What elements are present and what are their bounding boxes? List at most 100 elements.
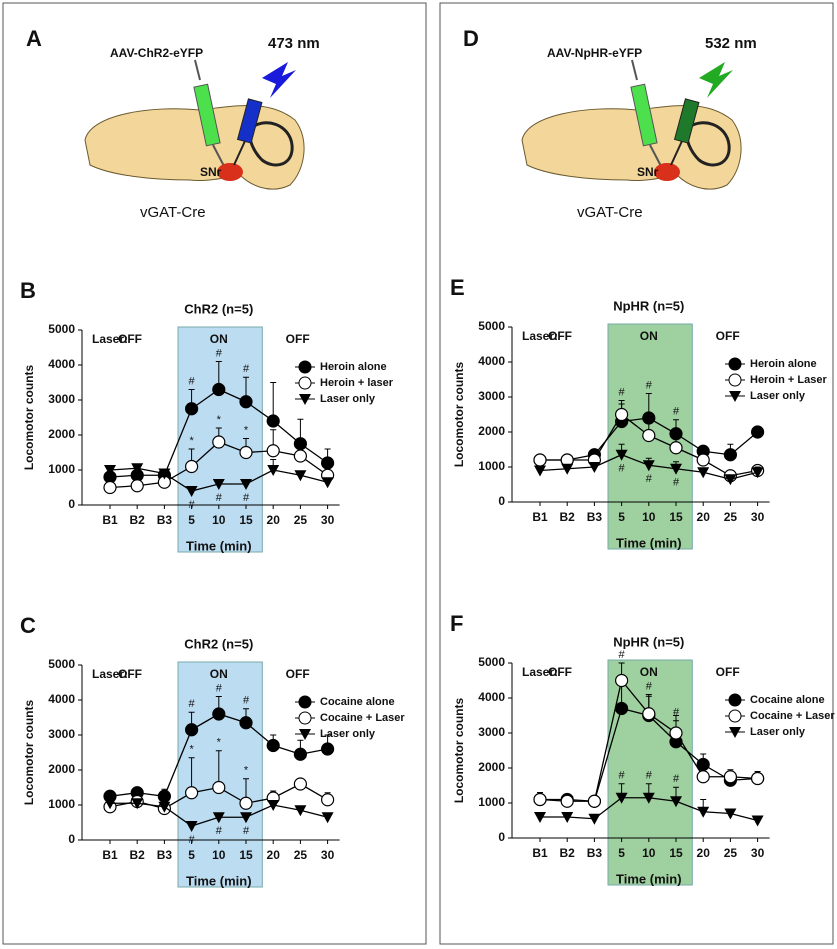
significance-mark: * — [189, 744, 194, 756]
point — [267, 800, 280, 811]
point — [103, 480, 117, 495]
point — [185, 402, 199, 416]
schematic: A AAV-ChR2-eYFP 473 nm SNr vGAT-Cre — [26, 26, 320, 221]
point — [751, 815, 764, 827]
significance-mark: # — [619, 770, 626, 782]
legend-label: Laser only — [320, 393, 376, 405]
x-tick-label: 25 — [294, 848, 308, 862]
point — [615, 407, 629, 422]
y-tick-label: 5000 — [478, 319, 505, 333]
chart-title: ChR2 (n=5) — [184, 636, 253, 651]
point — [615, 792, 628, 804]
laser-annotation: OFF — [286, 332, 310, 346]
point — [293, 777, 307, 791]
x-tick-label: B1 — [102, 513, 118, 527]
point — [642, 460, 655, 472]
point — [158, 468, 171, 480]
x-tick-label: 25 — [294, 513, 308, 527]
legend-marker — [728, 373, 742, 387]
point — [696, 453, 710, 467]
point — [534, 465, 546, 477]
significance-mark: # — [646, 473, 653, 485]
laser-annotation: Laser: — [92, 332, 128, 346]
point — [131, 798, 144, 810]
y-tick-label: 0 — [68, 832, 75, 846]
point — [751, 467, 764, 479]
laser-annotation: Laser: — [522, 665, 558, 679]
x-axis-label: Time (min) — [616, 871, 682, 886]
point — [185, 821, 198, 832]
y-tick-label: 4000 — [478, 690, 505, 704]
point — [321, 477, 334, 489]
y-tick-label: 5000 — [48, 322, 75, 336]
wavelength-label: 473 nm — [268, 35, 320, 52]
x-tick-label: 10 — [212, 513, 226, 527]
cerebellum — [683, 121, 731, 167]
significance-mark: # — [673, 773, 680, 785]
point — [321, 793, 335, 807]
point — [266, 738, 280, 753]
y-tick-label: 2000 — [478, 760, 505, 774]
point — [104, 465, 116, 476]
significance-mark: * — [244, 424, 249, 436]
y-tick-label: 4000 — [478, 354, 505, 368]
significance-mark: # — [189, 834, 196, 846]
legend-marker — [728, 693, 742, 707]
legend-label: Cocaine + Laser — [320, 712, 405, 724]
y-tick-label: 1000 — [478, 795, 505, 809]
point — [104, 798, 116, 810]
point — [240, 812, 252, 824]
syringe — [630, 83, 658, 147]
legend-label: Heroin alone — [750, 358, 817, 370]
x-tick-label: B3 — [157, 848, 173, 862]
point — [670, 796, 682, 808]
right-frame — [439, 2, 834, 945]
laser-annotation: OFF — [548, 665, 572, 679]
point — [697, 467, 710, 479]
x-tick-label: 15 — [669, 846, 683, 860]
point — [588, 813, 601, 825]
laser-annotation: OFF — [716, 329, 740, 343]
vector-label: AAV-ChR2-eYFP — [110, 46, 203, 60]
x-tick-label: 30 — [751, 846, 765, 860]
mouse-label: vGAT-Cre — [140, 204, 206, 221]
point — [294, 470, 307, 482]
significance-mark: # — [243, 492, 250, 504]
point — [723, 770, 737, 784]
significance-mark: * — [217, 414, 222, 426]
point — [587, 794, 601, 808]
point — [131, 463, 144, 475]
legend-marker — [728, 357, 742, 371]
point — [212, 382, 226, 397]
chart: B ChR2 (n=5) Locomotor counts Time (min) Las… — [20, 278, 394, 554]
chart-title: NpHR (n=5) — [613, 634, 684, 649]
point — [185, 486, 198, 497]
significance-mark: * — [189, 435, 194, 447]
legend-label: Laser only — [320, 728, 376, 740]
y-tick-label: 1000 — [48, 462, 75, 476]
x-tick-label: 5 — [618, 846, 625, 860]
x-tick-label: 10 — [642, 510, 656, 524]
y-tick-label: 3000 — [48, 727, 75, 741]
needle — [649, 144, 663, 169]
point — [751, 425, 765, 439]
x-tick-label: B2 — [130, 513, 146, 527]
legend-marker — [298, 360, 312, 374]
significance-mark: # — [619, 649, 626, 661]
point — [239, 395, 253, 409]
snr — [217, 163, 243, 181]
point — [293, 747, 307, 761]
x-tick-label: 15 — [669, 510, 683, 524]
laser-bolt — [262, 62, 296, 98]
x-tick-label: B1 — [532, 846, 548, 860]
panel-label: A — [26, 26, 42, 51]
point — [212, 780, 226, 795]
point — [615, 701, 629, 716]
significance-mark: # — [216, 825, 223, 837]
left-frame — [2, 2, 427, 945]
y-tick-label: 3000 — [478, 725, 505, 739]
point — [642, 707, 656, 721]
x-tick-label: 20 — [267, 513, 281, 527]
point — [185, 786, 199, 800]
point — [185, 459, 199, 474]
